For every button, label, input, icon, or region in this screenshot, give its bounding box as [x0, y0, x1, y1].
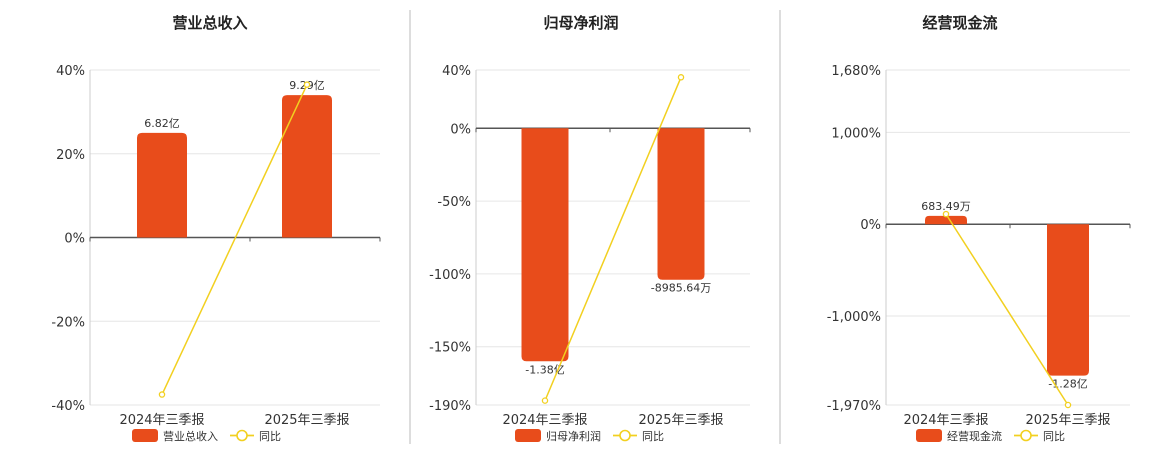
chart-title: 经营现金流 [922, 14, 997, 32]
yoy-point [677, 74, 685, 81]
y-tick-label: 0% [860, 218, 881, 233]
bar [282, 95, 332, 238]
y-tick-label: 1,680% [831, 64, 881, 79]
bar-data-label: -1.38亿 [525, 363, 564, 376]
x-category-label: 2024年三季报 [903, 413, 988, 428]
bar-data-label: -1.28亿 [1048, 378, 1087, 391]
y-tick-label: -50% [437, 195, 471, 210]
bar [1047, 224, 1089, 376]
chart-title: 归母净利润 [543, 14, 618, 32]
x-category-label: 2024年三季报 [119, 413, 204, 428]
y-tick-label: -1,000% [827, 310, 881, 325]
y-tick-label: -100% [429, 268, 471, 283]
yoy-line [544, 76, 682, 401]
bar [925, 215, 967, 225]
x-category-label: 2024年三季报 [502, 413, 587, 428]
bar [657, 128, 705, 280]
legend-bar-swatch [916, 429, 942, 442]
yoy-point [1064, 401, 1072, 409]
legend-bar-label: 营业总收入 [163, 429, 218, 443]
bar-data-label: 683.49万 [921, 200, 971, 213]
y-tick-label: -1,970% [827, 399, 881, 414]
y-tick-label: -190% [429, 399, 471, 414]
x-category-label: 2025年三季报 [638, 413, 723, 428]
bar [137, 132, 187, 238]
y-tick-label: 40% [442, 64, 471, 79]
yoy-point [158, 391, 166, 398]
yoy-point [303, 81, 311, 88]
legend-line-label: 同比 [642, 430, 664, 443]
legend-bar-swatch [132, 429, 158, 442]
legend-bar-label: 归母净利润 [546, 429, 601, 443]
x-category-label: 2025年三季报 [264, 413, 349, 428]
legend-line-marker [236, 429, 248, 442]
yoy-line [161, 84, 308, 395]
legend-line-label: 同比 [259, 430, 281, 443]
x-category-label: 2025年三季报 [1025, 413, 1110, 428]
legend-line-marker [619, 429, 631, 442]
legend-bar-label: 经营现金流 [947, 429, 1002, 443]
bar-data-label: 6.82亿 [144, 117, 180, 130]
yoy-point [942, 210, 950, 218]
legend-line-label: 同比 [1043, 430, 1065, 443]
y-tick-label: -150% [429, 341, 471, 356]
y-tick-label: 20% [56, 148, 85, 163]
legend-line-marker [1020, 429, 1032, 442]
bar-data-label: -8985.64万 [651, 282, 711, 295]
yoy-point [541, 397, 549, 404]
legend-bar-swatch [515, 429, 541, 442]
y-tick-label: 0% [450, 122, 471, 137]
y-tick-label: -20% [51, 315, 85, 330]
chart-title: 营业总收入 [172, 14, 247, 32]
y-tick-label: -40% [51, 399, 85, 414]
y-tick-label: 0% [64, 232, 85, 247]
bar [521, 128, 569, 362]
y-tick-label: 1,000% [831, 126, 881, 141]
yoy-line [945, 213, 1069, 406]
y-tick-label: 40% [56, 64, 85, 79]
